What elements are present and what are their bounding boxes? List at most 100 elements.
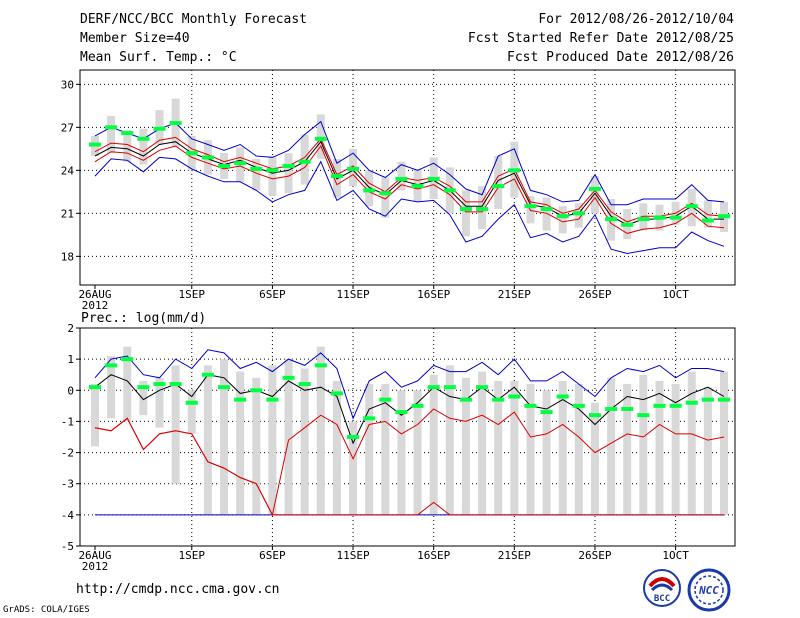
precipitation-title: Prec.: log(mm/d)	[81, 311, 206, 326]
ensemble-box	[720, 371, 728, 515]
median-marker	[89, 385, 101, 390]
x-tick-label: 1OCT	[662, 288, 689, 301]
ensemble-box	[187, 390, 196, 434]
x-tick-label: 16SEP	[417, 549, 450, 562]
member-size-label: Member Size=40	[80, 31, 190, 46]
ncc-logo-text: NCC	[698, 584, 719, 597]
median-marker	[282, 375, 295, 380]
ensemble-box	[252, 377, 261, 515]
ensemble-box	[381, 384, 390, 515]
median-marker	[347, 435, 360, 439]
ensemble-box	[590, 402, 599, 515]
ensemble-box	[155, 377, 164, 428]
median-marker	[427, 385, 440, 390]
x-tick-label: 11SEP	[336, 288, 369, 301]
ensemble-box	[107, 115, 116, 154]
upper-percentile-line	[94, 136, 725, 223]
ensemble-box	[607, 377, 616, 515]
y-tick-label: 24	[61, 164, 75, 177]
ensemble-box	[623, 384, 632, 515]
median-marker	[314, 363, 327, 368]
lower-bound-line	[94, 156, 725, 255]
median-marker	[588, 413, 601, 418]
ensemble-box	[139, 128, 148, 165]
median-marker	[508, 394, 521, 399]
median-marker	[121, 357, 134, 362]
y-tick-label: 27	[61, 121, 74, 134]
ensemble-box	[429, 374, 438, 515]
forecast-produced-label: Fcst Produced Date 2012/08/26	[507, 50, 734, 65]
ensemble-box	[671, 384, 680, 515]
median-marker	[185, 151, 198, 156]
upper-bound-line	[94, 349, 725, 420]
median-marker	[137, 385, 150, 390]
median-marker	[572, 403, 585, 408]
median-marker	[218, 385, 231, 390]
median-marker	[669, 403, 682, 408]
ensemble-box	[639, 203, 648, 231]
x-tick-label: 1SEP	[179, 288, 206, 301]
median-marker	[524, 204, 537, 209]
median-marker	[685, 204, 698, 209]
ensemble-mean-line	[94, 374, 725, 445]
median-marker	[508, 168, 521, 173]
ensemble-box	[494, 380, 503, 515]
median-marker	[89, 142, 101, 147]
median-marker	[314, 136, 327, 141]
median-marker	[443, 385, 456, 390]
median-marker	[250, 166, 263, 171]
median-marker	[347, 166, 360, 171]
ensemble-box	[220, 359, 229, 515]
median-marker	[669, 215, 682, 220]
median-marker	[234, 161, 247, 166]
x-tick-label: 1SEP	[179, 549, 206, 562]
ensemble-box	[171, 365, 180, 484]
ensemble-box	[639, 374, 648, 515]
ensemble-box	[413, 390, 422, 515]
ensemble-box	[365, 170, 374, 207]
ensemble-box	[574, 384, 583, 515]
ensemble-box	[655, 380, 664, 515]
ensemble-box	[268, 365, 277, 515]
ensemble-box	[510, 380, 519, 515]
median-marker	[556, 214, 569, 219]
ensemble-box	[332, 380, 341, 515]
median-marker	[701, 397, 714, 402]
median-marker	[379, 397, 392, 402]
upper-bound-line	[94, 120, 725, 206]
plot-frame	[79, 327, 736, 547]
x-tick-label: 26SEP	[578, 549, 611, 562]
ensemble-box	[590, 176, 599, 214]
ensemble-box	[558, 206, 567, 234]
median-marker	[298, 159, 311, 164]
median-marker	[218, 164, 231, 169]
median-marker	[653, 215, 666, 220]
ensemble-box	[316, 114, 325, 159]
source-url[interactable]: http://cmdp.ncc.cma.gov.cn	[76, 582, 280, 597]
ensemble-mean-line	[94, 140, 724, 226]
median-marker	[411, 184, 424, 189]
ensemble-box	[91, 384, 99, 447]
median-marker	[492, 184, 505, 189]
bcc-logo: BCC	[643, 569, 681, 607]
median-marker	[363, 416, 376, 421]
ensemble-box	[268, 156, 277, 197]
median-marker	[105, 125, 118, 130]
forecast-period-label: For 2012/08/26-2012/10/04	[538, 12, 734, 27]
x-tick-label: 1OCT	[662, 549, 689, 562]
x-tick-label: 16SEP	[417, 288, 450, 301]
x-tick-label: 2012	[82, 299, 109, 312]
median-marker	[540, 207, 553, 212]
ensemble-box	[461, 377, 470, 515]
ensemble-box	[703, 200, 712, 228]
median-marker	[637, 217, 650, 222]
median-marker	[266, 168, 279, 173]
median-marker	[153, 126, 166, 131]
ensemble-box	[284, 153, 293, 194]
ensemble-box	[526, 384, 535, 515]
ensemble-box	[107, 356, 116, 419]
median-marker	[605, 217, 618, 222]
median-marker	[105, 363, 118, 368]
